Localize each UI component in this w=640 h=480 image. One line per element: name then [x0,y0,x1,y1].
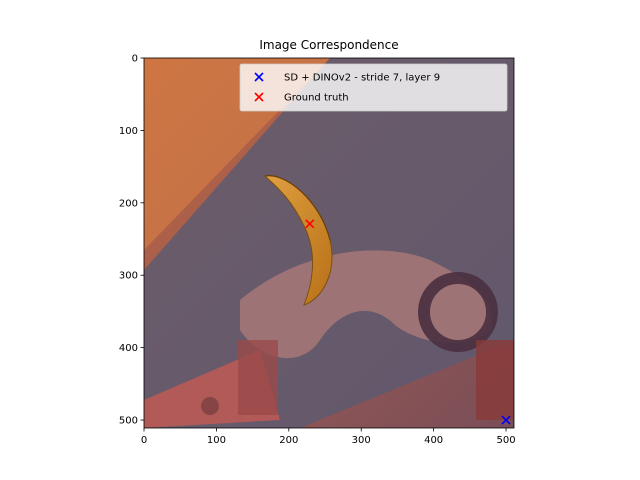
legend-marker-ground-truth [254,92,264,102]
legend-box [239,63,508,112]
x-tick-label: 400 [424,435,443,446]
y-tick-label: 200 [119,198,138,209]
y-tick-label: 100 [119,126,138,137]
y-tick-label: 400 [119,343,138,354]
legend-label-ground-truth: Ground truth [284,93,349,104]
x-axis: 0 100 200 300 400 500 [141,428,516,446]
y-tick-label: 300 [119,271,138,282]
x-tick-label: 500 [496,435,515,446]
x-tick-label: 100 [207,435,226,446]
legend-marker-prediction [254,72,264,82]
legend-label-prediction: SD + DINOv2 - stride 7, layer 9 [284,73,440,84]
prediction-point [501,415,511,425]
photo-background [144,58,514,428]
x-tick-label: 0 [141,435,147,446]
ground-truth-point [305,219,315,229]
legend: SD + DINOv2 - stride 7, layer 9 Ground tr… [239,63,508,112]
chart-title: Image Correspondence [259,38,398,52]
y-tick-label: 0 [132,54,138,65]
x-tick-label: 200 [279,435,298,446]
plot-area-frame [143,57,515,429]
data-points [305,219,511,425]
x-tick-label: 300 [352,435,371,446]
y-axis: 0 100 200 300 400 500 [119,54,144,427]
y-tick-label: 500 [119,416,138,427]
